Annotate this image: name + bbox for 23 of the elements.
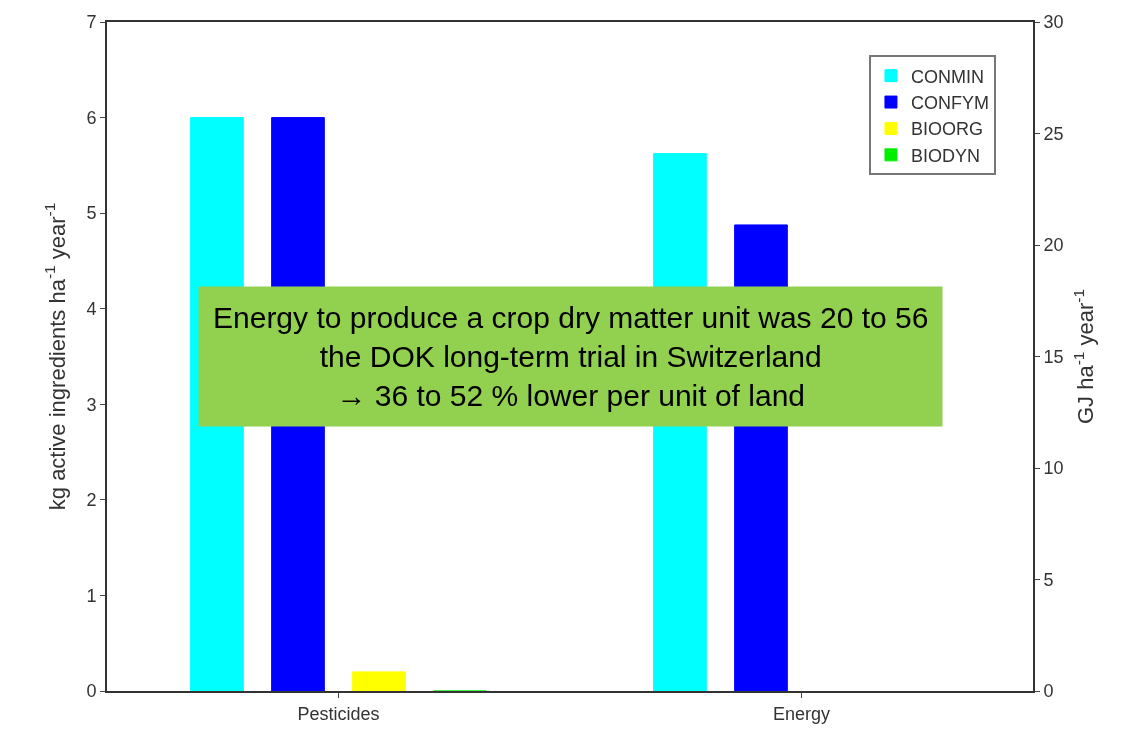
y2-tick-label: 0 (1043, 681, 1054, 702)
y-tick-label: 4 (86, 299, 97, 320)
y-tick-label: 6 (86, 107, 97, 128)
bar (352, 671, 406, 691)
x-tick-label: Energy (772, 703, 831, 724)
y-tick-label: 0 (86, 681, 97, 702)
legend-label: BIODYN (910, 145, 980, 166)
y-tick-label: 3 (86, 394, 97, 415)
y2-tick-label: 5 (1043, 569, 1054, 590)
y2-tick-label: 20 (1043, 235, 1064, 256)
legend-label: BIOORG (910, 119, 983, 140)
annotation: Energy to produce a crop dry matter unit was 20 to 56 the DOK long-term trial in Switzerland → 36 to 52 % lower per unit of land (213, 301, 929, 412)
y2-tick-label: 25 (1043, 123, 1064, 144)
x-tick-label: Pesticides (297, 703, 380, 724)
y-tick-label: 2 (86, 490, 97, 511)
y-tick-label: 1 (86, 585, 97, 606)
legend-label: CONMIN (910, 66, 984, 87)
y2-tick-label: 30 (1043, 12, 1064, 33)
y-tick-label: 5 (86, 203, 97, 224)
y2-tick-label: 15 (1043, 346, 1064, 367)
y-tick-label: 7 (86, 12, 97, 33)
legend-label: CONFYM (910, 93, 989, 114)
y2-tick-label: 10 (1043, 458, 1064, 479)
